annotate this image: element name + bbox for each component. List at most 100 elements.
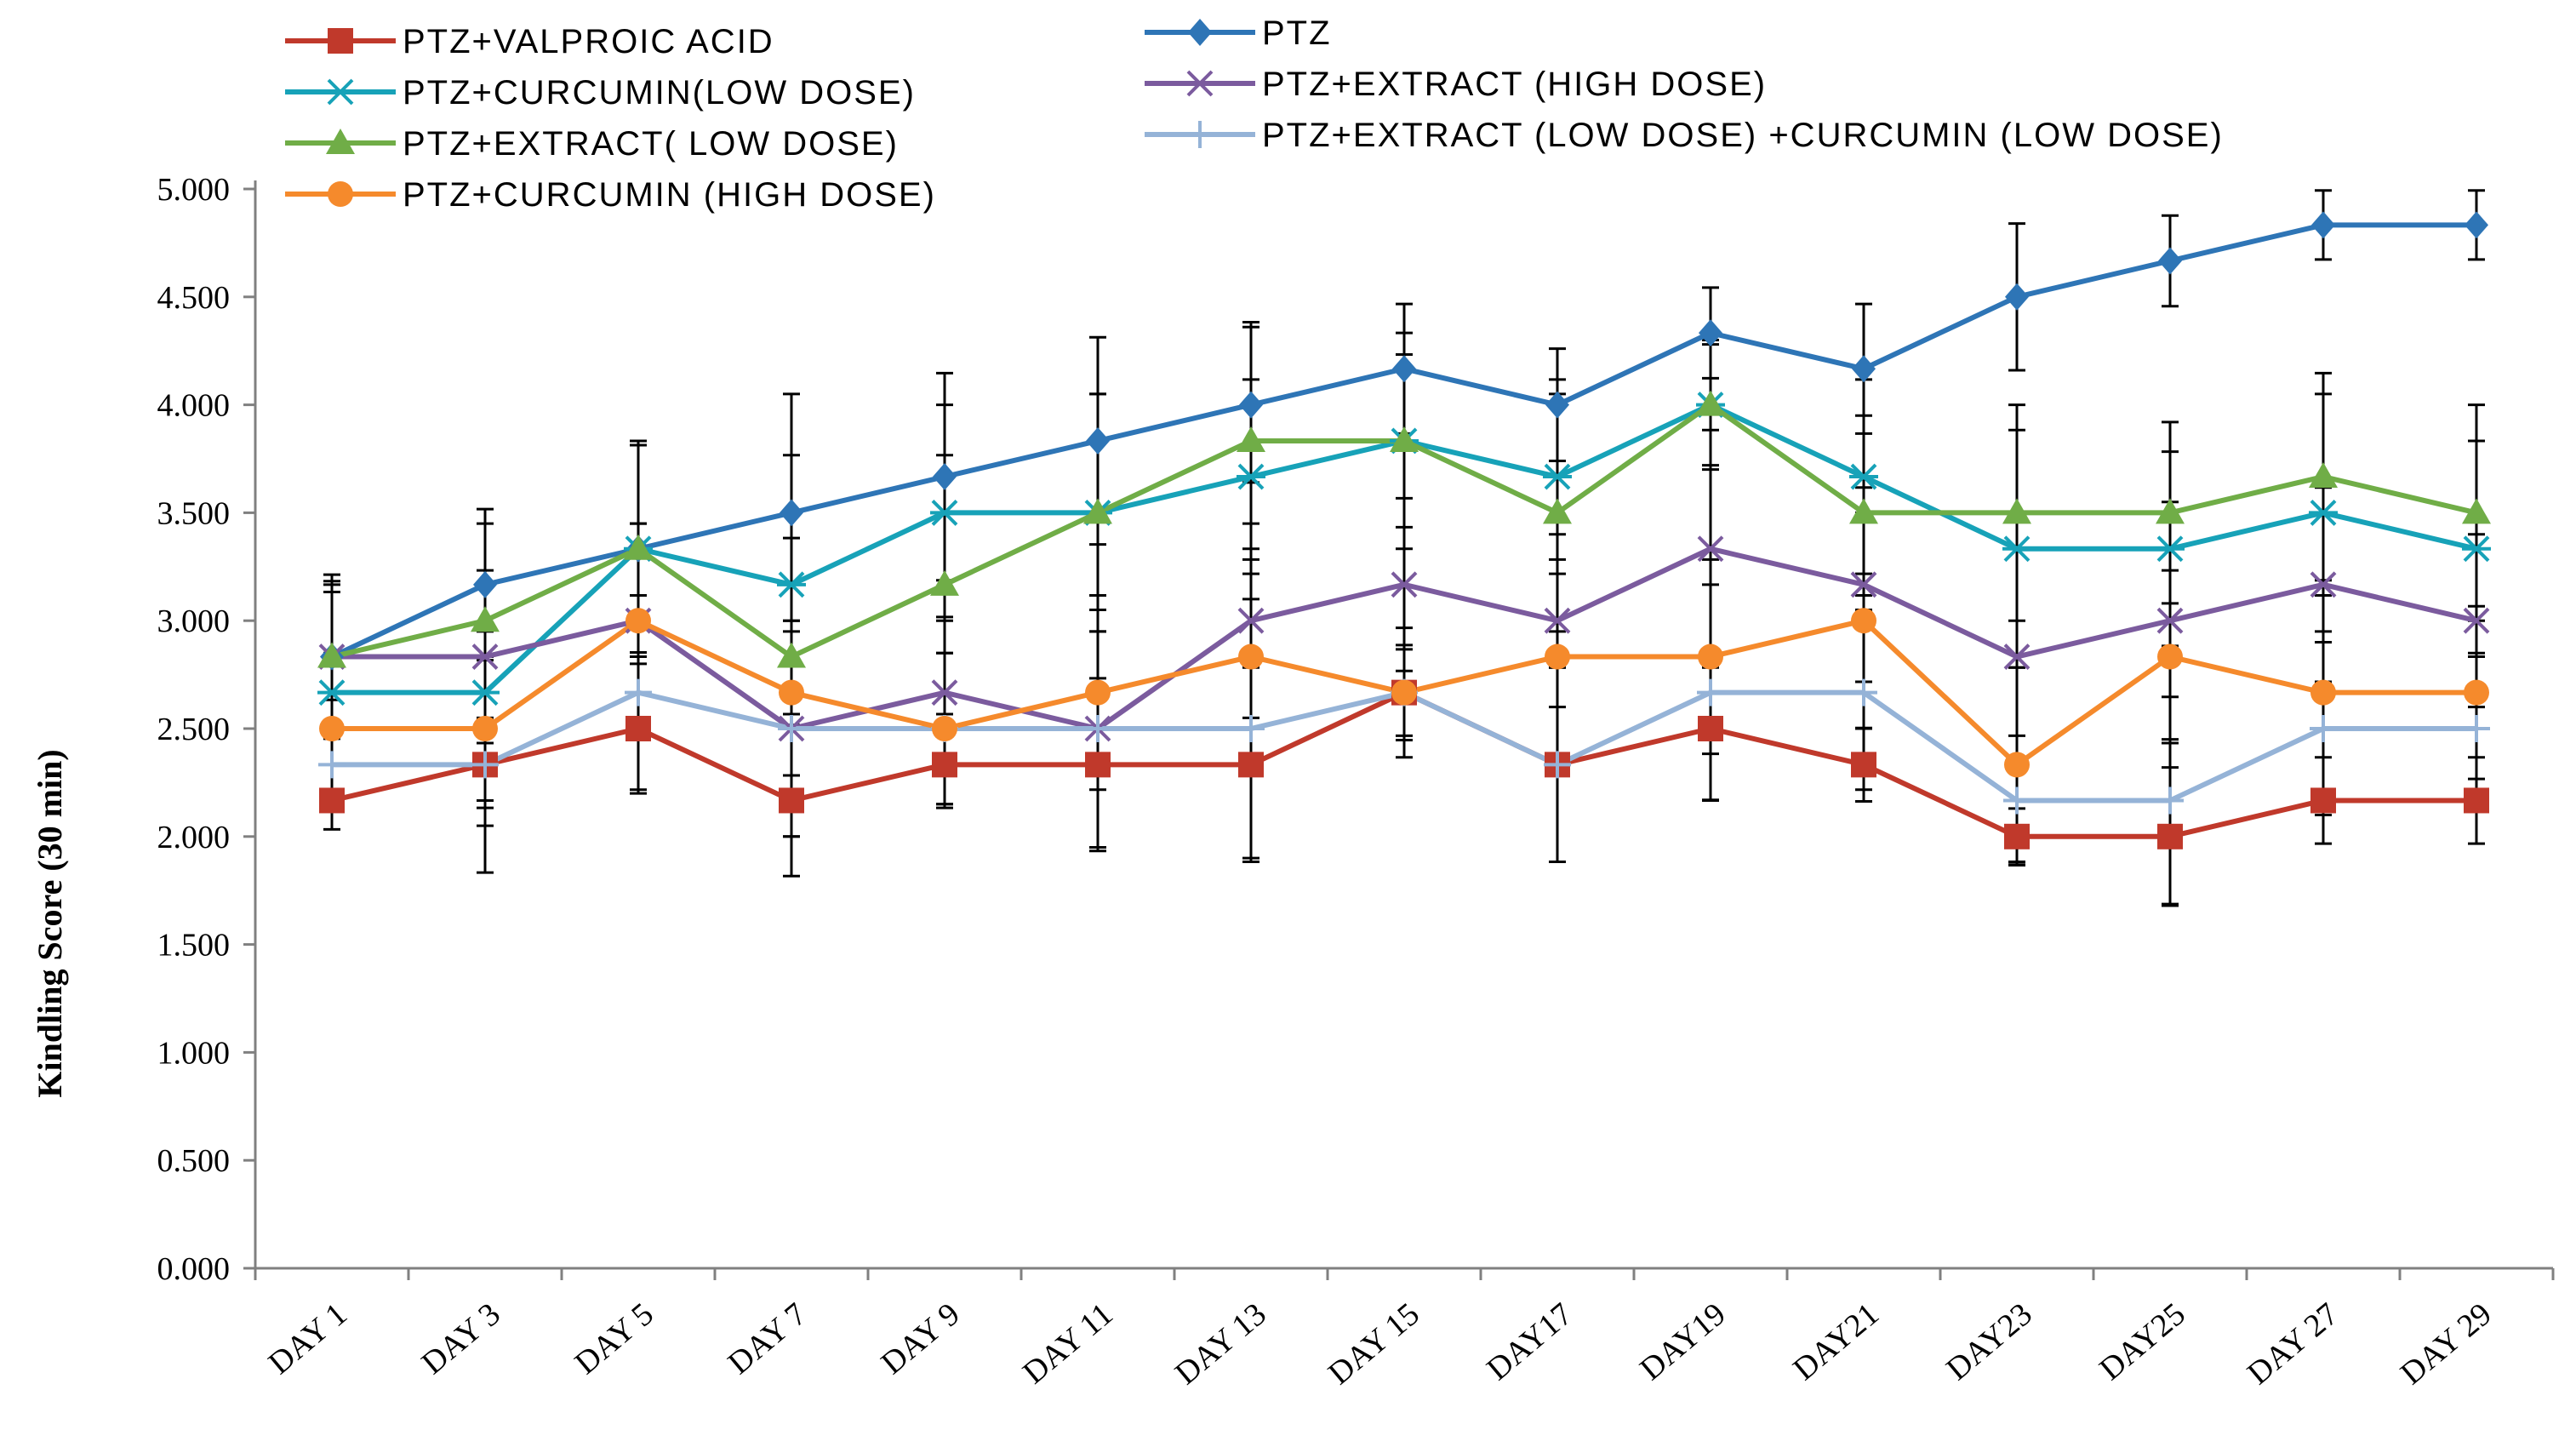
x-tick-label: DAY19 [1633,1296,1733,1387]
data-point [1238,643,1264,670]
data-point [2463,715,2490,742]
x-tick-label: DAY 1 [262,1296,354,1381]
legend-swatch-marker [1186,121,1214,148]
x-tick-label: DAY17 [1480,1296,1579,1387]
x-tick-label: DAY 9 [875,1296,967,1381]
data-point [2462,498,2491,524]
data-point [1545,643,1570,670]
data-point [1849,463,1878,490]
y-tick-label: 2.000 [157,820,231,855]
data-point [2310,679,2336,706]
data-point [471,643,499,670]
x-tick-label: DAY25 [2093,1296,2192,1387]
legend-item: PTZ+CURCUMIN(LOW DOSE) [285,74,914,112]
data-point [2157,643,2183,670]
data-point [780,499,803,527]
legend-swatch-marker [328,28,353,54]
data-point [625,716,651,741]
data-point [930,499,959,526]
y-tick-label: 2.500 [157,712,231,747]
data-point [1392,355,1416,383]
data-point [1545,391,1569,419]
legend-label: PTZ+EXTRACT (HIGH DOSE) [1262,66,1767,103]
x-tick-label: DAY 13 [1168,1296,1273,1392]
data-point [1084,715,1111,742]
legend-swatch-marker [326,129,355,154]
data-point [1852,355,1876,383]
axes-group: 0.000 0.500 1.000 1.500 2.000 2.500 3.000 3.500… [157,172,2555,1392]
data-point [625,608,651,634]
data-point [933,463,957,491]
data-point [931,679,958,706]
data-point [1390,426,1419,452]
data-point [319,787,345,814]
data-point [1850,678,1877,706]
data-point [1544,607,1571,634]
data-point [2156,786,2184,815]
data-point [1849,498,1878,524]
data-point [2004,752,2030,778]
x-tick-label: DAY 11 [1016,1296,1120,1392]
data-point [1543,498,1572,524]
data-point [2156,498,2185,524]
data-point [471,751,499,779]
y-tick-label: 3.500 [157,495,231,531]
data-point [1543,463,1572,490]
data-point [1544,751,1571,779]
legend-swatch-marker [1188,19,1212,46]
data-point [2004,823,2030,849]
legend-label: PTZ+CURCUMIN (HIGH DOSE) [403,176,936,214]
y-tick-label: 5.000 [157,172,231,208]
data-point [779,787,804,814]
data-point [932,752,957,778]
data-point [318,751,346,779]
data-point [1698,643,1723,670]
data-point [2462,535,2491,563]
data-point [2464,679,2489,706]
data-point [1237,607,1265,634]
legend-item: PTZ+VALPROIC ACID [285,23,773,60]
legend-item: PTZ [1145,14,1332,52]
data-point [777,642,806,668]
data-point [1237,463,1265,490]
x-tick-label: DAY 15 [1322,1296,1426,1392]
data-point [2464,787,2489,814]
data-point [2309,462,2338,489]
data-point [317,679,346,706]
data-point [2156,607,2184,634]
data-point [2002,535,2031,563]
legend-label: PTZ [1262,14,1332,52]
data-point [2465,211,2488,239]
y-tick-label: 0.500 [157,1143,231,1179]
y-tick-label: 0.000 [157,1251,231,1287]
data-point [2310,787,2336,814]
data-point [779,679,804,706]
data-point [932,716,957,741]
y-tick-label: 4.500 [157,280,231,316]
y-tick-label: 4.000 [157,388,231,424]
data-point [472,716,498,741]
x-tick-label: DAY 29 [2394,1296,2499,1392]
legend-item: PTZ+EXTRACT( LOW DOSE) [285,125,899,163]
data-point [1239,391,1263,419]
series-markers-group [317,211,2491,849]
x-tick-label: DAY21 [1786,1296,1886,1387]
data-point [2157,823,2183,849]
data-point [1237,426,1265,452]
legend-swatch-marker [328,181,353,207]
data-point [1851,608,1876,634]
data-point [1696,390,1725,416]
data-point [2463,607,2490,634]
data-point [1086,426,1110,455]
legend-label: PTZ+EXTRACT( LOW DOSE) [403,125,899,163]
y-tick-label: 1.500 [157,928,231,964]
data-point [2311,211,2335,239]
data-point [2002,498,2031,524]
data-point [2310,715,2337,742]
data-point [1850,571,1877,598]
data-point [1083,498,1112,524]
legend: PTZ+VALPROIC ACID PTZ+CURCUMIN(LOW DOSE) P… [285,14,2222,214]
x-tick-label: DAY 7 [722,1296,814,1381]
x-tick-label: DAY 3 [415,1296,507,1381]
